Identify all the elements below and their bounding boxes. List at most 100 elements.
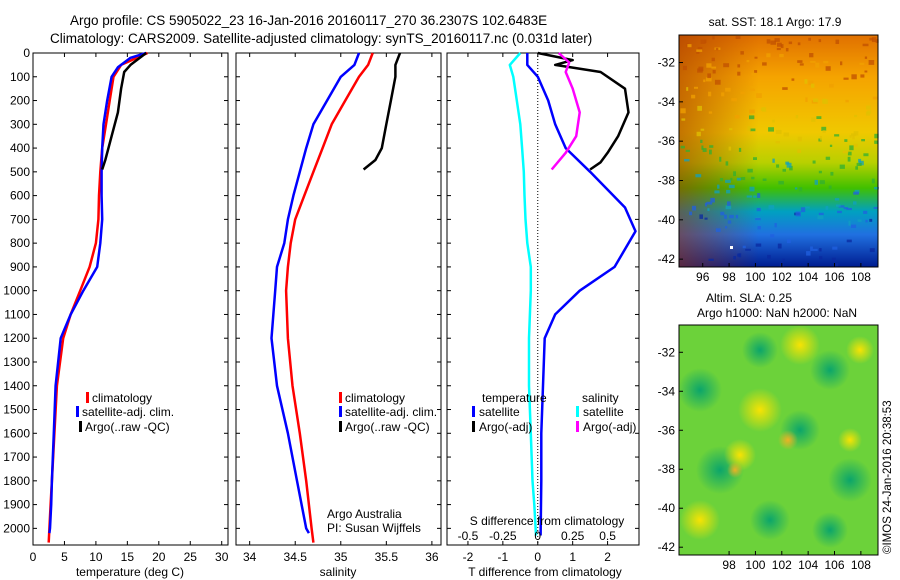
- sst-texture-cell: [755, 217, 761, 221]
- sst-texture-cell: [843, 77, 849, 80]
- map-y-tick-label: -32: [658, 56, 676, 70]
- sst-texture-cell: [727, 220, 732, 224]
- sst-texture-cell: [723, 63, 730, 68]
- sst-texture-cell: [728, 184, 735, 189]
- sst-texture-cell: [859, 62, 865, 65]
- sla-texture-blob: [810, 350, 850, 390]
- sst-texture-cell: [791, 78, 795, 81]
- sst-texture-cell: [825, 156, 831, 160]
- sst-texture-cell: [817, 215, 824, 220]
- s-tick-label: -0.25: [489, 529, 517, 543]
- sst-texture-cell: [753, 195, 757, 198]
- map-y-tick-label: -38: [658, 462, 676, 476]
- sst-texture-cell: [711, 66, 717, 69]
- sst-texture-cell: [748, 80, 753, 86]
- x-tick-label: 35.5: [375, 550, 399, 564]
- sst-texture-cell: [779, 54, 784, 58]
- sst-texture-cell: [838, 205, 845, 208]
- sst-texture-cell: [797, 136, 802, 142]
- series-line-0-2: [101, 52, 147, 170]
- y-tick-label: 1300: [3, 355, 30, 369]
- sst-texture-cell: [685, 149, 690, 152]
- sst-texture-cell: [776, 164, 780, 168]
- sst-texture-cell: [808, 37, 811, 41]
- sst-texture-cell: [854, 189, 860, 194]
- argo-location-marker: [730, 246, 733, 249]
- sst-texture-cell: [747, 126, 751, 132]
- legend-climatology-marker: [86, 392, 89, 403]
- sst-texture-cell: [762, 107, 767, 112]
- sst-texture-cell: [725, 226, 728, 229]
- legend-s-satellite-marker: [576, 406, 579, 417]
- y-tick-label: 400: [10, 141, 30, 155]
- sst-texture-cell: [754, 70, 758, 73]
- legend-satellite-marker: [339, 406, 342, 417]
- difference-lines: [508, 51, 637, 536]
- sst-texture-cell: [864, 56, 868, 59]
- sst-texture-cell: [749, 115, 755, 120]
- y-tick-label: 1700: [3, 450, 30, 464]
- legend-satellite-label: satellite-adj. clim.: [345, 405, 437, 419]
- sst-texture-cell: [871, 37, 877, 43]
- sst-texture-cell: [830, 171, 834, 176]
- sla-texture-blob: [780, 325, 820, 365]
- sla-texture-blob: [812, 512, 848, 548]
- sst-texture-cell: [786, 162, 792, 168]
- map-y-tick-label: -36: [658, 134, 676, 148]
- salinity-lines: [270, 52, 402, 543]
- sst-texture-cell: [871, 178, 875, 184]
- y-tick-label: 1800: [3, 474, 30, 488]
- sst-texture-cell: [680, 145, 685, 149]
- x-tick-label: 36: [425, 550, 439, 564]
- y-tick-label: 300: [10, 117, 30, 131]
- sst-texture-cell: [783, 132, 790, 137]
- sst-texture-cell: [844, 139, 848, 142]
- sst-texture-cell: [804, 206, 810, 209]
- sla-texture-blob: [738, 388, 782, 432]
- sst-texture-cell: [782, 258, 785, 262]
- sst-texture-cell: [853, 143, 858, 147]
- sst-texture-cell: [712, 70, 716, 74]
- sst-texture-cell: [863, 210, 868, 214]
- sst-map-title: sat. SST: 18.1 Argo: 17.9: [709, 15, 842, 29]
- sla-texture-blob: [678, 368, 722, 412]
- sst-texture-cell: [821, 126, 827, 131]
- sst-texture-cell: [834, 198, 840, 201]
- legend-s-argo-marker: [576, 421, 579, 432]
- sla-texture-blob: [846, 336, 874, 364]
- sst-texture-cell: [797, 42, 801, 46]
- sst-texture-cell: [842, 150, 849, 154]
- x-tick-label: 2: [604, 550, 611, 564]
- temperature-legend: climatology satellite-adj. clim. Argo(..…: [76, 391, 174, 434]
- sla-texture-blob: [742, 332, 778, 368]
- x-tick-label: 10: [89, 550, 103, 564]
- sst-texture-cell: [740, 51, 744, 55]
- sst-texture-cell: [789, 165, 793, 171]
- legend-satellite-marker: [76, 406, 79, 417]
- sst-texture-cell: [738, 147, 742, 152]
- sst-texture-cell: [707, 73, 711, 79]
- y-tick-label: 1500: [3, 403, 30, 417]
- sst-texture-cell: [795, 211, 801, 217]
- sst-texture-cell: [819, 136, 822, 141]
- y-tick-label: 600: [10, 189, 30, 203]
- sst-texture-cell: [706, 201, 713, 205]
- sst-texture-cell: [709, 149, 712, 155]
- difference-ticks: -2 -1 0 1 2: [447, 52, 639, 564]
- sst-texture-cell: [721, 92, 725, 97]
- credit-text: ©IMOS 24-Jan-2016 20:38:53: [882, 400, 894, 554]
- sst-texture-cell: [874, 140, 879, 144]
- sst-texture-cell: [704, 202, 707, 207]
- sst-texture-cell: [756, 207, 761, 212]
- sst-texture-cell: [751, 176, 755, 180]
- annotation-argo-australia: Argo Australia: [327, 507, 402, 521]
- legend-climatology-marker: [339, 392, 342, 403]
- sst-texture-cell: [869, 248, 875, 253]
- sst-texture-cell: [846, 239, 852, 243]
- map-x-tick-label: 108: [851, 270, 871, 284]
- legend-argo-marker: [339, 421, 342, 432]
- sst-texture-cell: [810, 60, 816, 63]
- x-tick-label: 34: [243, 550, 257, 564]
- sst-texture-cell: [865, 219, 868, 223]
- sst-texture-cell: [780, 44, 784, 49]
